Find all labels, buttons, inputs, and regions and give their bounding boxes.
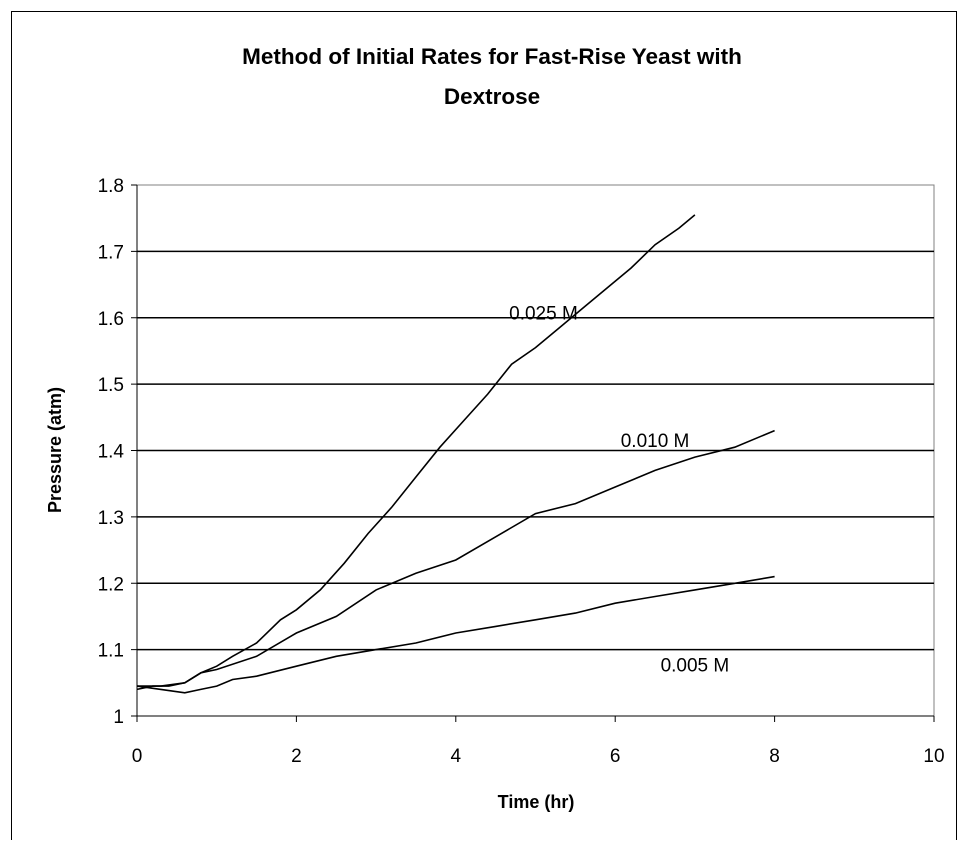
- series-label-3: 0.005 M: [661, 656, 730, 677]
- x-tick-label: 2: [291, 746, 302, 767]
- x-tick-label: 4: [451, 746, 462, 767]
- series-layer: [136, 214, 775, 694]
- y-tick-label: 1.6: [98, 309, 124, 330]
- x-tick-label: 10: [923, 746, 944, 767]
- tick-labels: 1 1.1 1.2 1.3 1.4 1.5 1.6 1.7 1.8 0 2 4 6 8 10 0.025 M 0…: [98, 176, 945, 767]
- gridlines: [137, 250, 934, 651]
- chart-title-line-1: Method of Initial Rates for Fast-Rise Ye…: [242, 44, 742, 69]
- y-tick-label: 1: [113, 707, 124, 728]
- x-tick-label: 0: [132, 746, 143, 767]
- axes: [131, 184, 935, 722]
- series-line-2: [137, 429, 775, 687]
- y-tick-label: 1.3: [98, 508, 124, 529]
- series-line-1: [136, 214, 696, 691]
- x-axis-title: Time (hr): [498, 792, 575, 812]
- y-tick-label: 1.8: [98, 176, 124, 197]
- y-tick-label: 1.7: [98, 242, 124, 263]
- chart-title-line-2: Dextrose: [444, 84, 540, 109]
- y-tick-label: 1.5: [98, 375, 124, 396]
- x-tick-label: 8: [769, 746, 780, 767]
- y-tick-label: 1.1: [98, 641, 124, 662]
- series-label-1: 0.025 M: [509, 304, 578, 325]
- y-axis-title: Pressure (atm): [45, 387, 65, 513]
- y-tick-label: 1.4: [98, 442, 125, 463]
- series-line-3: [136, 575, 775, 694]
- x-tick-label: 6: [610, 746, 621, 767]
- chart-area: [11, 11, 957, 840]
- series-label-2: 0.010 M: [621, 431, 690, 452]
- y-tick-label: 1.2: [98, 574, 124, 595]
